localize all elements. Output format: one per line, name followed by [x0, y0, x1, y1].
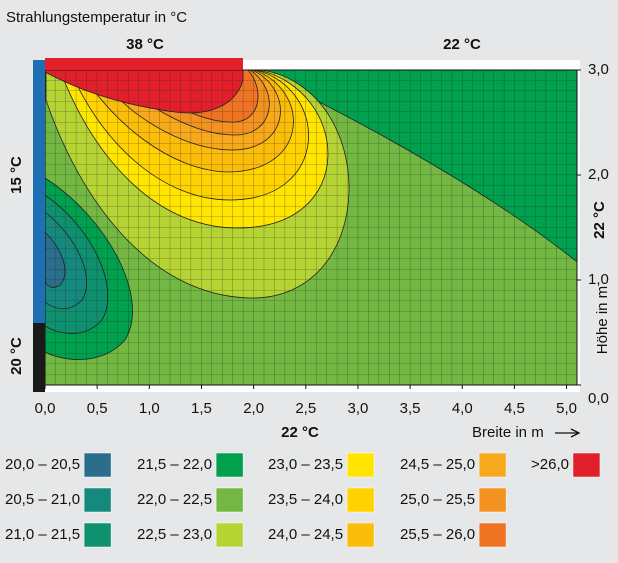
x-tick-label: 0,0	[35, 400, 56, 417]
legend-swatch	[478, 522, 507, 548]
legend-swatch	[215, 522, 244, 548]
x-tick-label: 1,5	[191, 400, 212, 417]
y-tick-label: 2,0	[588, 166, 609, 183]
legend-swatch	[478, 452, 507, 478]
legend-label: 24,5 – 25,0	[400, 456, 475, 473]
legend-swatch	[83, 522, 112, 548]
wall-base	[33, 323, 45, 392]
x-tick-label: 2,5	[295, 400, 316, 417]
annotation: 22 °C	[443, 36, 481, 53]
legend-label: 22,5 – 23,0	[137, 526, 212, 543]
x-axis-arrow	[555, 428, 581, 438]
x-tick-label: 4,0	[452, 400, 473, 417]
legend-swatch	[478, 487, 507, 513]
y-tick-label: 1,0	[588, 271, 609, 288]
legend-swatch	[215, 452, 244, 478]
x-tick-label: 3,5	[400, 400, 421, 417]
legend-swatch	[346, 452, 375, 478]
annotation: 38 °C	[126, 36, 164, 53]
legend-label: 20,5 – 21,0	[5, 491, 80, 508]
legend-label: 21,5 – 22,0	[137, 456, 212, 473]
legend-label: 25,5 – 26,0	[400, 526, 475, 543]
x-tick-label: 4,5	[504, 400, 525, 417]
annotation: 22 °C	[281, 424, 319, 441]
legend-swatch	[215, 487, 244, 513]
legend-swatch	[346, 487, 375, 513]
heated-ceiling	[45, 58, 243, 70]
mesh-grid	[45, 70, 577, 385]
window	[33, 60, 45, 323]
y-tick-label: 0,0	[588, 390, 609, 407]
legend-swatch	[83, 452, 112, 478]
legend-label: 25,0 – 25,5	[400, 491, 475, 508]
annotation: 22 °C	[591, 201, 608, 239]
x-axis-label: Breite in m	[472, 424, 544, 441]
annotation: 20 °C	[8, 337, 25, 375]
annotation: 15 °C	[8, 156, 25, 194]
legend-label: 23,5 – 24,0	[268, 491, 343, 508]
legend-label: >26,0	[531, 456, 569, 473]
y-tick-label: 3,0	[588, 61, 609, 78]
x-tick-label: 3,0	[348, 400, 369, 417]
legend-swatch	[346, 522, 375, 548]
x-tick-label: 1,0	[139, 400, 160, 417]
legend-label: 21,0 – 21,5	[5, 526, 80, 543]
legend-swatch	[83, 487, 112, 513]
y-axis-label: Höhe in m	[594, 286, 611, 354]
x-tick-label: 2,0	[243, 400, 264, 417]
legend-swatch	[572, 452, 601, 478]
legend-label: 20,0 – 20,5	[5, 456, 80, 473]
legend-label: 23,0 – 23,5	[268, 456, 343, 473]
x-tick-label: 0,5	[87, 400, 108, 417]
legend-label: 22,0 – 22,5	[137, 491, 212, 508]
x-tick-label: 5,0	[556, 400, 577, 417]
chart-title: Strahlungstemperatur in °C	[6, 9, 187, 26]
legend-label: 24,0 – 24,5	[268, 526, 343, 543]
